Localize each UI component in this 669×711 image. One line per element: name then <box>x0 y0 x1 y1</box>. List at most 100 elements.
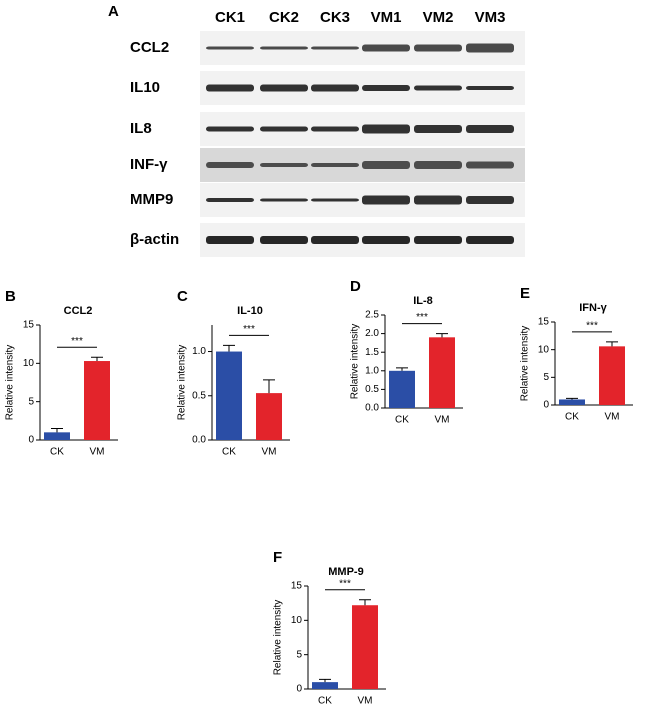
x-tick-label: CK <box>222 447 236 458</box>
x-tick-label: CK <box>565 412 579 423</box>
band <box>466 236 514 244</box>
band <box>362 85 410 91</box>
row-label: CCL2 <box>130 39 169 56</box>
panel-letter: C <box>177 288 188 305</box>
y-axis-label: Relative intensity <box>5 345 16 421</box>
chart-title: IL-10 <box>237 305 263 317</box>
x-tick-label: VM <box>90 447 105 458</box>
error-bar <box>566 397 578 400</box>
band <box>260 46 308 50</box>
x-tick-label: VM <box>605 412 620 423</box>
band <box>466 161 514 169</box>
y-axis-label: Relative intensity <box>177 345 188 421</box>
row-label: INF-γ <box>130 156 168 173</box>
y-tick-label: 10 <box>23 358 35 369</box>
bar <box>389 370 415 408</box>
lane-label: VM1 <box>371 9 402 26</box>
y-tick-label: 1.0 <box>192 346 206 357</box>
y-tick-label: 5 <box>28 396 34 407</box>
bar <box>429 337 455 408</box>
y-tick-label: 0.5 <box>365 384 379 395</box>
row-label: MMP9 <box>130 191 173 208</box>
band <box>311 163 359 167</box>
y-axis-label: Relative intensity <box>273 600 284 676</box>
band <box>206 162 254 168</box>
panel-letter: E <box>520 285 530 302</box>
error-bar <box>223 344 235 352</box>
lane-label: CK3 <box>320 9 350 26</box>
bar <box>84 361 110 440</box>
band <box>466 43 514 53</box>
band <box>414 236 462 244</box>
y-axis-label: Relative intensity <box>350 324 361 400</box>
y-axis-label: Relative intensity <box>520 326 531 402</box>
band <box>260 126 308 132</box>
band <box>362 236 410 244</box>
panel-letter: D <box>350 278 361 295</box>
y-tick-label: 0 <box>543 400 549 411</box>
lane-label: CK2 <box>269 9 299 26</box>
error-bar <box>396 367 408 371</box>
y-tick-label: 0 <box>28 435 34 446</box>
y-tick-label: 15 <box>291 581 303 592</box>
bar <box>44 432 70 440</box>
y-tick-label: 10 <box>291 615 303 626</box>
row-label: β-actin <box>130 231 179 248</box>
band <box>260 198 308 202</box>
band <box>206 84 254 92</box>
band <box>260 84 308 92</box>
y-tick-label: 1.0 <box>365 365 379 376</box>
band <box>362 161 410 169</box>
band <box>206 126 254 132</box>
band <box>362 44 410 52</box>
band <box>311 198 359 202</box>
band <box>260 236 308 244</box>
error-bar <box>606 341 618 347</box>
y-tick-label: 10 <box>538 344 550 355</box>
lane-label: VM2 <box>423 9 454 26</box>
y-tick-label: 1.5 <box>365 347 379 358</box>
panel-letter: F <box>273 549 282 566</box>
x-tick-label: CK <box>50 447 64 458</box>
y-tick-label: 5 <box>543 372 549 383</box>
band <box>311 84 359 92</box>
panel-letter: B <box>5 288 16 305</box>
band <box>414 44 462 52</box>
band <box>466 125 514 133</box>
x-tick-label: CK <box>318 696 332 707</box>
x-tick-label: VM <box>435 415 450 426</box>
band <box>311 236 359 244</box>
chart-title: IFN-γ <box>579 302 607 314</box>
band <box>466 86 514 90</box>
band <box>206 46 254 50</box>
band <box>362 124 410 134</box>
band <box>414 85 462 91</box>
lane-label: CK1 <box>215 9 245 26</box>
significance-label: *** <box>586 321 598 332</box>
bar <box>352 605 378 689</box>
x-tick-label: VM <box>358 696 373 707</box>
error-bar <box>359 599 371 606</box>
y-tick-label: 2.0 <box>365 328 379 339</box>
y-tick-label: 15 <box>538 317 550 328</box>
significance-label: *** <box>243 324 255 335</box>
band <box>414 161 462 169</box>
band <box>260 163 308 167</box>
y-tick-label: 2.5 <box>365 310 379 321</box>
band <box>362 195 410 205</box>
significance-label: *** <box>339 578 351 589</box>
band <box>206 236 254 244</box>
bar <box>312 682 338 689</box>
y-tick-label: 15 <box>23 320 35 331</box>
row-label: IL10 <box>130 79 160 96</box>
panel-letter: A <box>108 3 119 20</box>
band <box>414 195 462 205</box>
y-tick-label: 0.5 <box>192 390 206 401</box>
y-tick-label: 0.0 <box>365 403 379 414</box>
row-label: IL8 <box>130 120 152 137</box>
bar <box>559 399 585 405</box>
error-bar <box>263 379 275 394</box>
bar <box>216 351 242 440</box>
chart-title: CCL2 <box>64 305 93 317</box>
